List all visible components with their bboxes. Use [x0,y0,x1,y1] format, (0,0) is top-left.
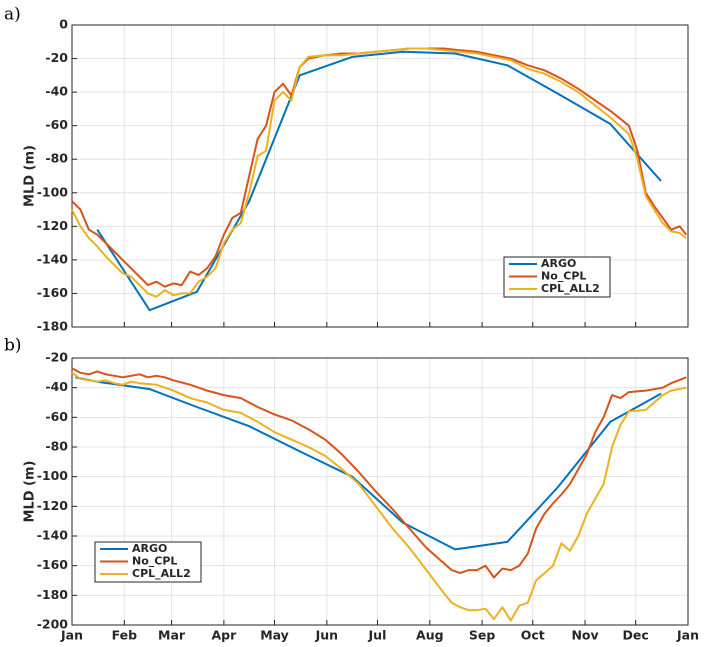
legend-label: No_CPL [541,270,586,283]
x-tick-label: Aug [416,628,444,643]
x-tick-label: Apr [211,628,237,643]
x-tick-label: Nov [571,628,598,643]
legend-label: CPL_ALL2 [541,282,600,295]
y-axis-label: MLD (m) [23,461,38,523]
y-tick-label: -80 [45,439,68,454]
x-tick-label: Mar [158,628,186,643]
plot-frame [71,357,689,626]
y-axis-label: MLD (m) [23,145,38,207]
x-tick-label: Jan [60,628,83,643]
series-line [71,367,687,579]
x-tick-label: Jun [315,628,338,643]
x-tick-label: Oct [521,628,545,643]
y-tick-label: -160 [37,557,69,572]
x-tick-label: Jul [368,628,387,643]
series-line [96,50,662,312]
legend-label: ARGO [541,257,576,270]
x-tick-label: Dec [623,628,649,643]
y-tick-label: -200 [37,617,69,632]
y-tick-label: -100 [37,468,69,483]
y-tick-label: -60 [45,117,68,132]
legend-label: ARGO [132,542,167,555]
series-line [71,47,688,288]
x-tick-label: Sep [469,628,495,643]
x-tick-label: Feb [112,628,138,643]
y-tick-label: -20 [45,350,68,365]
y-tick-label: -120 [37,218,69,233]
y-tick-label: -20 [45,50,68,65]
series-line [71,47,687,298]
series-line [75,376,662,551]
y-tick-label: -80 [45,151,68,166]
y-tick-label: -180 [37,587,69,602]
legend-label: CPL_ALL2 [132,567,191,580]
x-tick-label: Jan [676,628,699,643]
y-tick-label: -140 [37,251,69,266]
y-tick-label: -40 [45,84,68,99]
y-tick-label: 0 [59,17,68,32]
y-tick-label: -160 [37,285,69,300]
panel-label: b) [4,336,22,356]
x-tick-label: May [260,628,289,643]
y-tick-label: -120 [37,498,69,513]
y-tick-label: -100 [37,184,69,199]
panel-label: a) [4,5,21,25]
y-tick-label: -40 [45,379,68,394]
y-tick-label: -60 [45,409,68,424]
y-tick-label: -180 [37,319,69,334]
series-line [71,371,687,622]
y-tick-label: -140 [37,528,69,543]
plot-frame [71,24,689,328]
legend-label: No_CPL [132,555,177,568]
